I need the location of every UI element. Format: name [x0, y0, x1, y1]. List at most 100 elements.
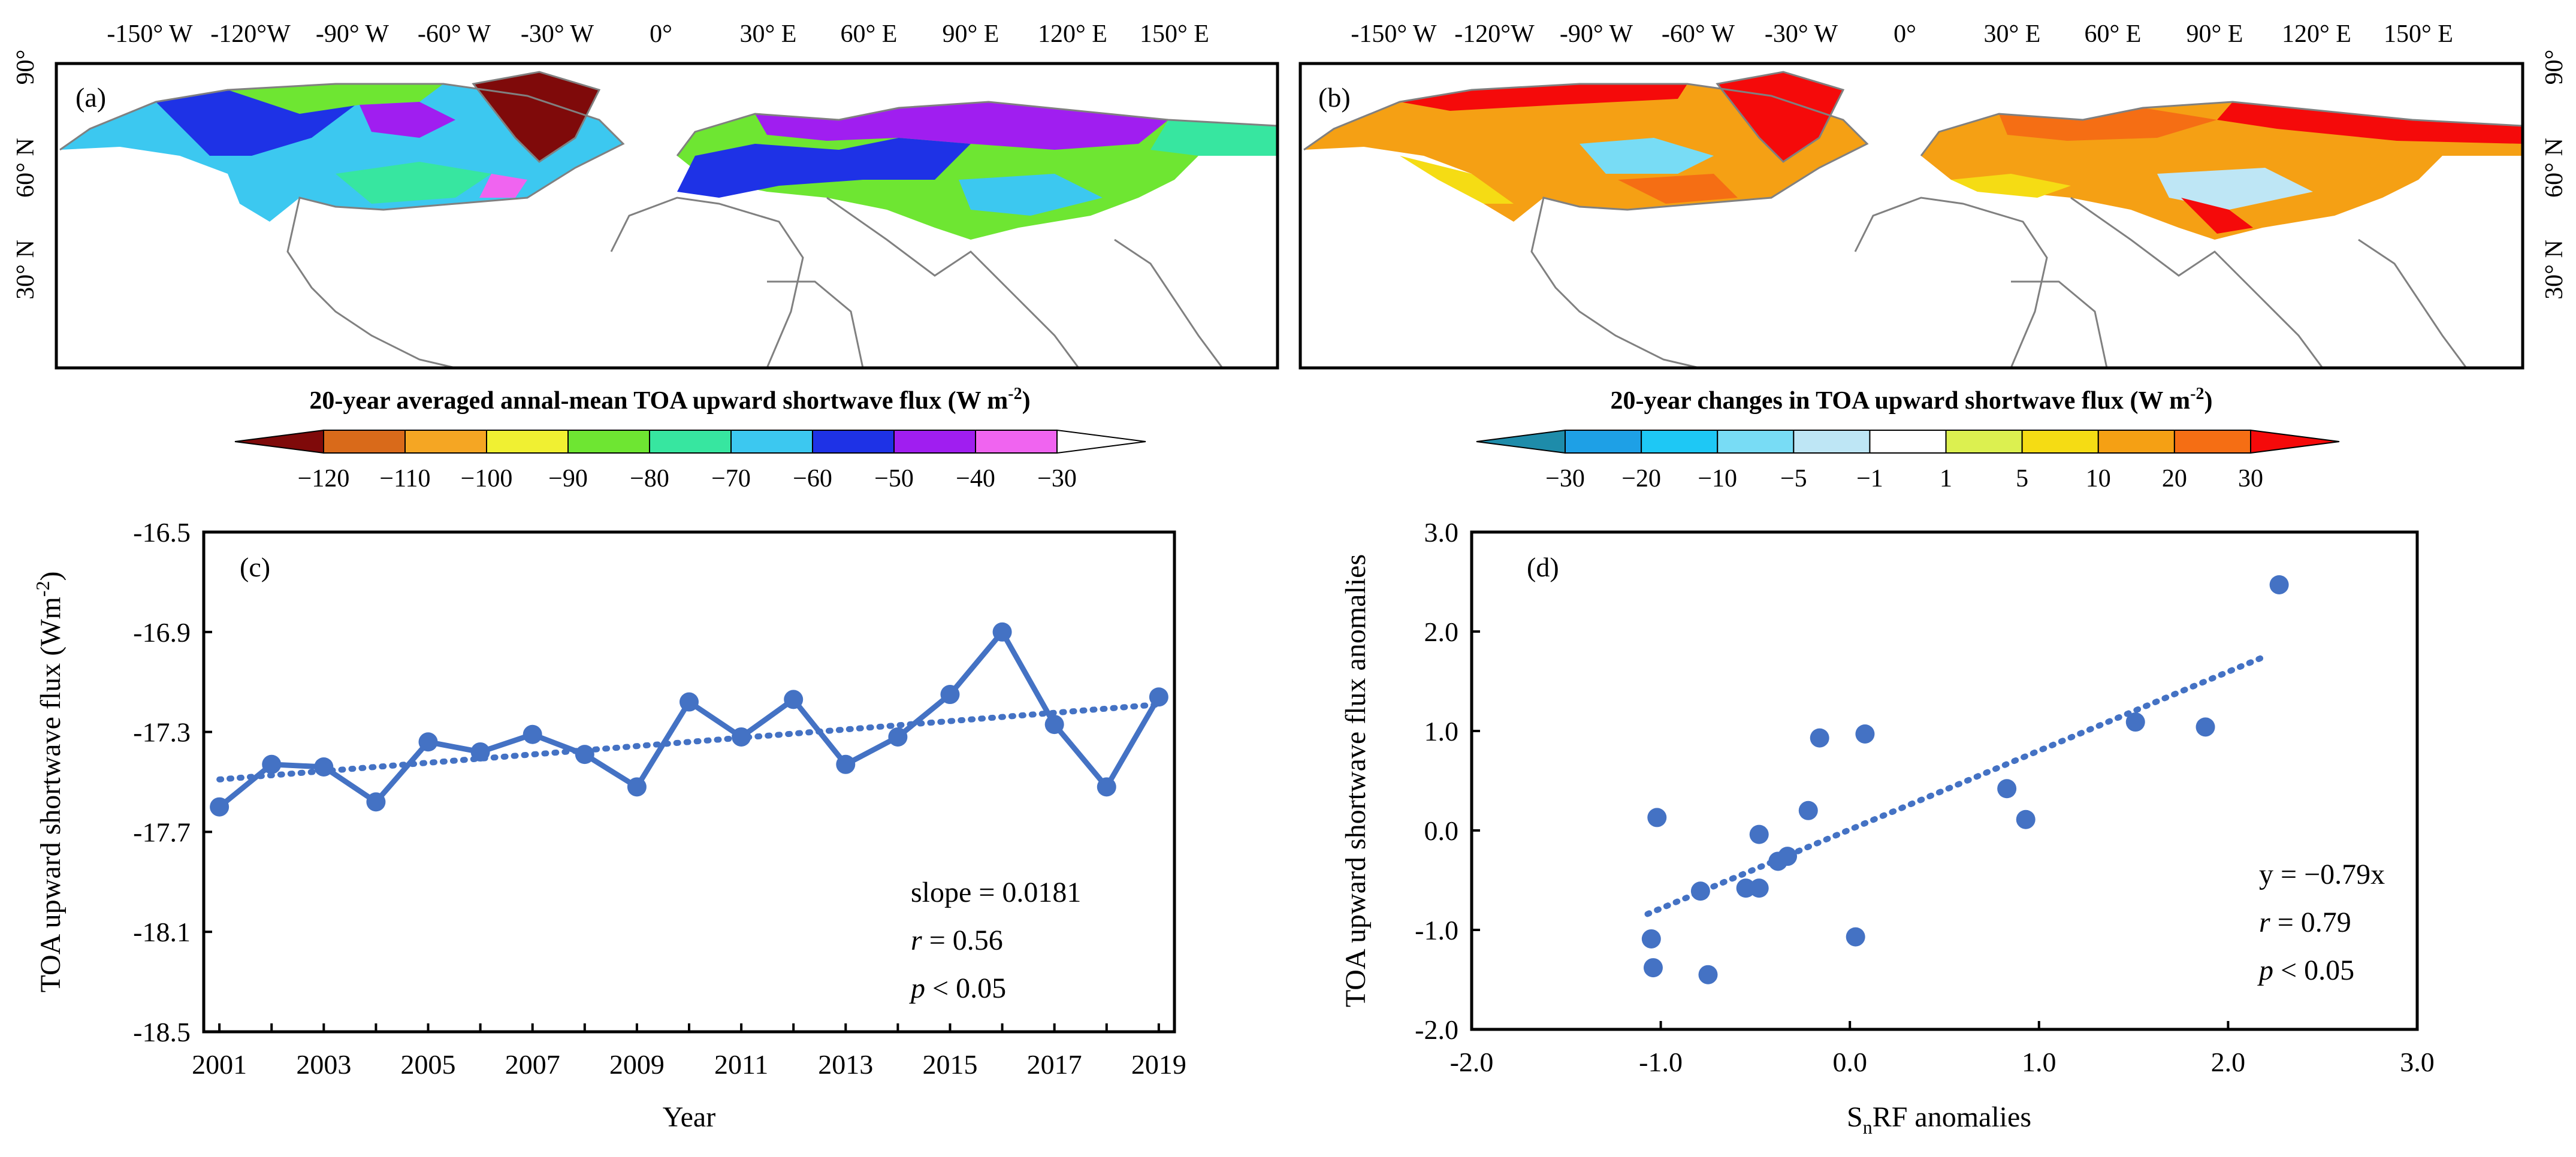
- map-a-greenland: [472, 71, 601, 163]
- lon-label: 60° E: [841, 20, 898, 48]
- data-point: [523, 724, 542, 744]
- chart-c-y-ticks: -16.5 -16.9 -17.3 -17.7 -18.1 -18.5: [133, 517, 212, 1047]
- data-point: [992, 622, 1012, 642]
- chart-d-frame: [1470, 530, 2419, 1031]
- data-point: [210, 797, 229, 817]
- colorbar-tick-label: 30: [2238, 465, 2263, 493]
- chart-d-x-ticks: -2.0 -1.0 0.0 1.0 2.0 3.0: [1450, 1021, 2435, 1077]
- colorbar-swatch: [1565, 430, 1642, 454]
- lon-label: 90° E: [943, 20, 999, 48]
- colorbar-swatch: [404, 430, 487, 454]
- map-a-frame: [55, 62, 1279, 370]
- map-b-eu-red-top: [2217, 102, 2523, 144]
- lon-label: 150° E: [1140, 20, 1209, 48]
- map-b-greenland: [1716, 71, 1845, 163]
- colorbar-swatch: [730, 430, 813, 454]
- colorbar-tick-label: −20: [1621, 465, 1661, 493]
- scatter-point: [2196, 717, 2215, 737]
- map-b-na-lightblue: [1580, 138, 1714, 174]
- chart-c-x-axis-label: Year: [663, 1101, 715, 1133]
- colorbar-tick-label: −70: [711, 465, 751, 493]
- data-point: [366, 792, 386, 812]
- scatter-point: [1798, 800, 1818, 820]
- scatter-point: [1641, 929, 1661, 948]
- map-a-coastlines: [59, 83, 1278, 368]
- map-a-na-green-band: [228, 84, 443, 114]
- colorbar-b: −30 −20 −10 −5 −1 1 5 10 20 30: [1476, 429, 2340, 493]
- chart-d-plot-area: [1641, 575, 2289, 984]
- scatter-chart-panel-d: (d) 3.0 2.0 1.0 0.0 -1.0 -2.0 -2.0 -1.0 0.0 1.0 2…: [1340, 517, 2435, 1138]
- scatter-point: [2125, 712, 2145, 732]
- lon-label: 60° E: [2085, 20, 2142, 48]
- colorbar-tick-label: 20: [2162, 465, 2187, 493]
- scatter-point: [1736, 878, 1756, 898]
- line-chart-panel-c: (c) -16.5-16.9-17.3-17.7-18.1-18.5 2001 2…: [32, 517, 1186, 1133]
- map-a-panel-label: (a): [76, 82, 106, 113]
- map-a-content: [59, 71, 1278, 368]
- x-tick-label: 0.0: [1832, 1047, 1867, 1077]
- chart-d-r-text: r = 0.79: [2259, 907, 2351, 938]
- x-tick-label: 2015: [922, 1049, 977, 1080]
- data-point: [940, 685, 960, 705]
- x-tick-label: 3.0: [2400, 1047, 2435, 1077]
- scatter-point: [2269, 575, 2289, 594]
- data-point: [314, 757, 334, 777]
- colorbar-swatch: [2097, 430, 2175, 454]
- data-point: [680, 692, 699, 712]
- map-b-na-yellow: [1400, 156, 1514, 204]
- x-tick-label: 2017: [1027, 1049, 1082, 1080]
- map-b-frame: [1298, 62, 2524, 370]
- y-tick-label: -17.3: [133, 717, 191, 748]
- chart-d-x-axis-label: SnRF anomalies: [1847, 1101, 2031, 1138]
- scatter-point: [1778, 847, 1798, 866]
- x-tick-label: 2.0: [2211, 1047, 2246, 1077]
- colorbar-swatch: [1869, 430, 1947, 454]
- y-tick-label: -1.0: [1415, 915, 1458, 945]
- colorbar-swatch: [1641, 430, 1719, 454]
- data-point: [262, 754, 282, 774]
- chart-c-r-text: r = 0.56: [911, 925, 1003, 956]
- chart-d-equation-text: y = −0.79x: [2259, 859, 2385, 890]
- colorbar-b-title: 20-year changes in TOA upward shortwave …: [1611, 385, 2213, 415]
- lat-label: 30° N: [2541, 240, 2568, 300]
- colorbar-swatch: [1717, 430, 1795, 454]
- colorbar-swatch: [812, 430, 895, 454]
- lat-label: 90°: [2541, 50, 2568, 85]
- x-tick-label: 2011: [714, 1049, 768, 1080]
- y-tick-label: 3.0: [1424, 517, 1459, 548]
- data-point: [1044, 715, 1064, 735]
- x-tick-label: 2019: [1131, 1049, 1186, 1080]
- lon-label: -120°W: [210, 20, 291, 48]
- map-a-na-magenta: [479, 174, 527, 198]
- lon-label: 0°: [1894, 20, 1916, 48]
- colorbar-end-triangle: [1476, 429, 1566, 454]
- lon-label: 120° E: [1038, 20, 1107, 48]
- x-tick-label: -2.0: [1450, 1047, 1494, 1077]
- lat-label: 60° N: [12, 138, 40, 198]
- y-tick-label: -17.7: [133, 817, 191, 847]
- x-tick-label: 1.0: [2022, 1047, 2056, 1077]
- colorbar-swatch: [1945, 430, 2023, 454]
- scatter-point: [1997, 779, 2017, 799]
- colorbar-swatch: [486, 430, 569, 454]
- chart-c-p-text: p < 0.05: [909, 972, 1006, 1004]
- lon-label: 120° E: [2282, 20, 2351, 48]
- top-lon-labels-a: -150° W -120°W -90° W -60° W -30° W 0° 3…: [107, 20, 1209, 48]
- colorbar-tick-label: −30: [1545, 465, 1585, 493]
- colorbar-tick-label: −80: [630, 465, 669, 493]
- lat-label: 90°: [12, 50, 40, 85]
- colorbar-tick-label: −5: [1780, 465, 1807, 493]
- x-tick-label: 2005: [401, 1049, 456, 1080]
- colorbar-tick-label: −60: [793, 465, 832, 493]
- data-point: [732, 727, 751, 747]
- scatter-point: [1846, 927, 1865, 947]
- colorbar-tick-label: 5: [2016, 465, 2028, 493]
- scatter-point: [1749, 878, 1769, 898]
- lon-label: 30° E: [740, 20, 797, 48]
- x-tick-label: -1.0: [1639, 1047, 1683, 1077]
- y-tick-label: 2.0: [1424, 617, 1459, 647]
- data-point: [836, 754, 856, 774]
- lat-label: 60° N: [2541, 138, 2568, 198]
- map-a-eu-lightblue: [959, 174, 1103, 216]
- y-tick-label: -16.5: [133, 517, 191, 548]
